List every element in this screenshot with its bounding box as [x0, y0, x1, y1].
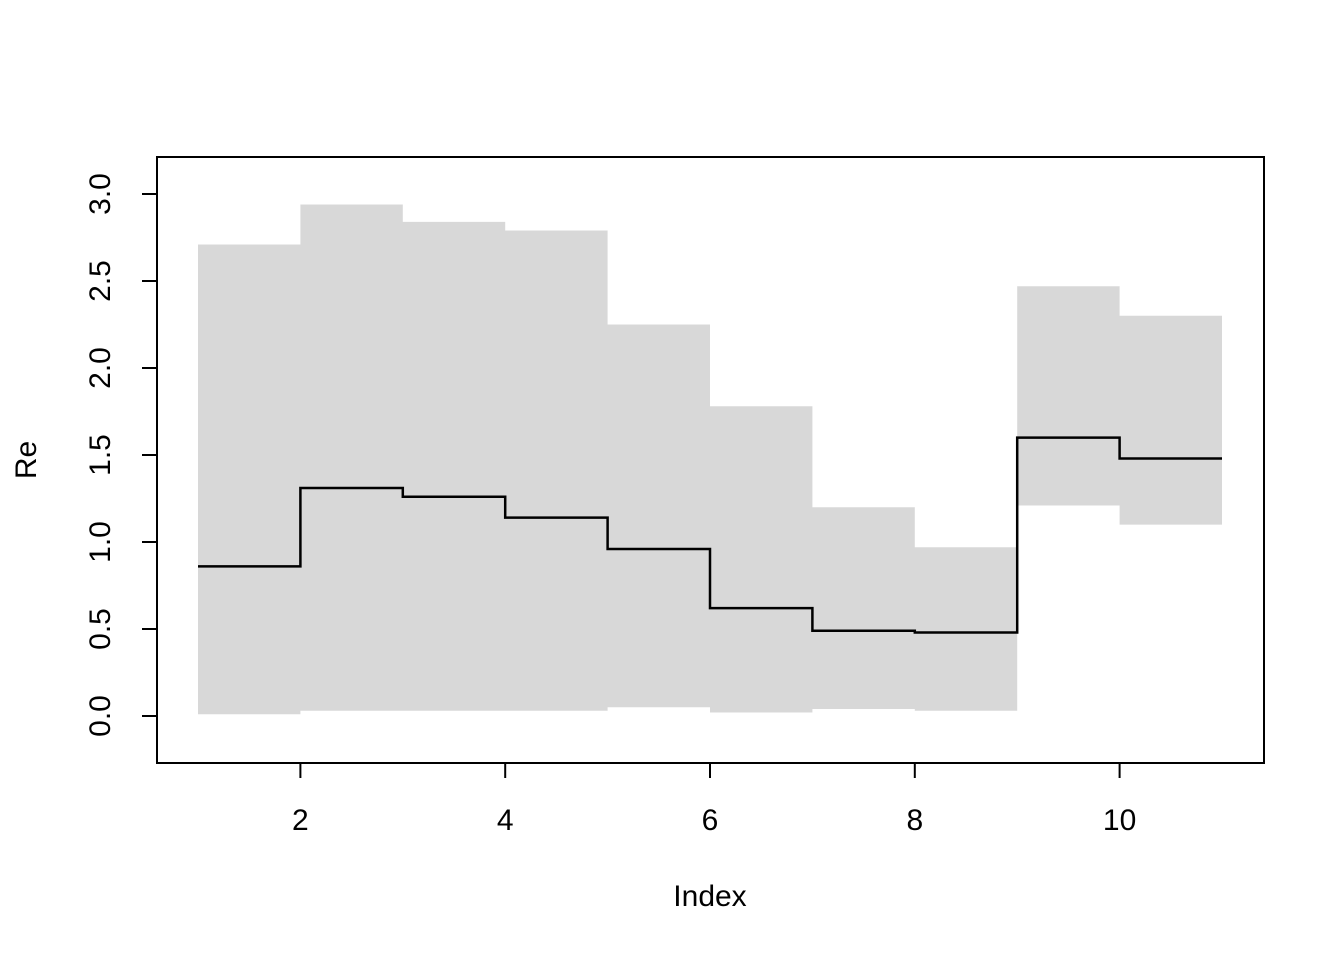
x-tick-label: 4 [497, 804, 514, 837]
y-tick-label: 2.5 [84, 260, 117, 302]
band-polygon [198, 204, 1222, 715]
x-tick-label: 6 [702, 804, 719, 837]
y-axis: 0.0 0.5 1.0 1.5 2.0 2.5 3.0 [84, 173, 157, 737]
estimate-step-line [198, 436, 1222, 634]
y-tick-label: 1.5 [84, 434, 117, 476]
y-axis-label: Re [10, 441, 43, 479]
estimate-line-path [198, 436, 1222, 634]
confidence-band [198, 204, 1222, 715]
x-axis: 2 4 6 8 10 [292, 763, 1136, 837]
x-axis-label: Index [673, 880, 746, 913]
x-tick-label: 10 [1103, 804, 1136, 837]
x-tick-label: 8 [906, 804, 923, 837]
y-tick-label: 3.0 [84, 173, 117, 215]
y-tick-label: 1.0 [84, 521, 117, 563]
y-tick-label: 0.5 [84, 608, 117, 650]
x-tick-label: 2 [292, 804, 309, 837]
y-tick-label: 2.0 [84, 347, 117, 389]
y-tick-label: 0.0 [84, 695, 117, 737]
